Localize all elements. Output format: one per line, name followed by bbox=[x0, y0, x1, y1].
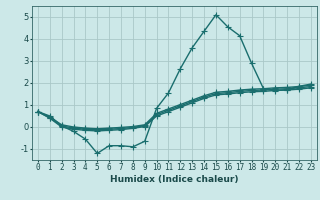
X-axis label: Humidex (Indice chaleur): Humidex (Indice chaleur) bbox=[110, 175, 239, 184]
